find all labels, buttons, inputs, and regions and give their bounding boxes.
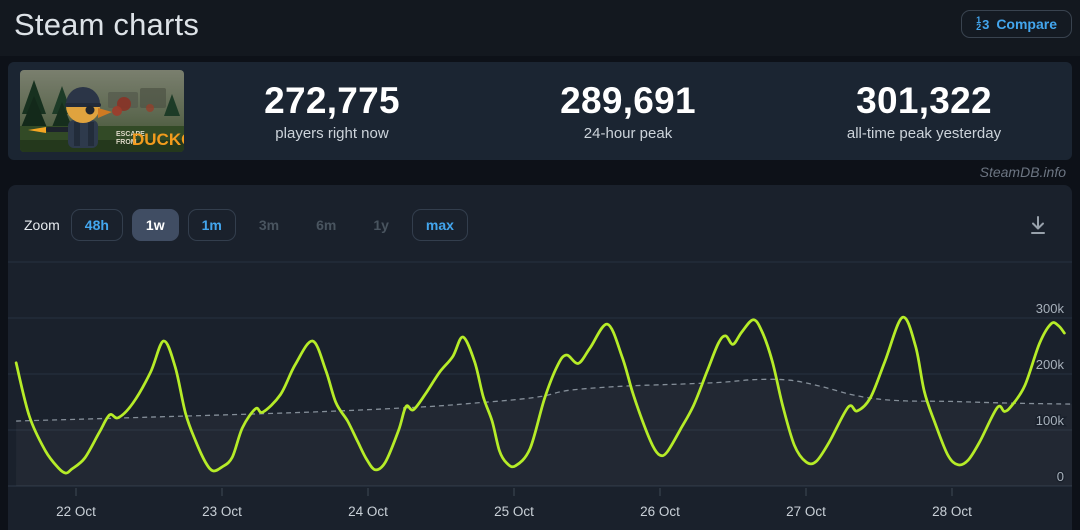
x-axis-label: 26 Oct	[640, 504, 680, 519]
x-axis-label: 28 Oct	[932, 504, 972, 519]
download-icon	[1031, 216, 1045, 234]
stats-panel: ESCAPE FROM DUCKOV 272,775 players right …	[8, 62, 1072, 160]
zoom-toolbar: Zoom 48h 1w 1m 3m 6m 1y max	[24, 209, 468, 241]
game-capsule-image[interactable]: ESCAPE FROM DUCKOV	[20, 70, 184, 152]
stat-label: 24-hour peak	[583, 125, 673, 142]
zoom-button-1w[interactable]: 1w	[131, 209, 179, 241]
x-axis-label: 22 Oct	[56, 504, 96, 519]
zoom-button-3m: 3m	[245, 209, 293, 241]
zoom-button-1y: 1y	[359, 209, 403, 241]
capsule-game-title: DUCKOV	[132, 130, 184, 149]
stat-block: 301,322 all-time peak yesterday	[776, 80, 1072, 142]
stat-label: all-time peak yesterday	[846, 125, 1002, 142]
x-axis-label: 27 Oct	[786, 504, 826, 519]
stat-value: 272,775	[264, 80, 400, 121]
chart-panel: Zoom 48h 1w 1m 3m 6m 1y max 22 Oct 23 Oct 24 Oct…	[8, 185, 1072, 530]
compare-button[interactable]: 1 2 3 Compare	[961, 10, 1072, 38]
download-chart-button[interactable]	[1026, 213, 1050, 237]
stats-columns: 272,775 players right now 289,691 24-hour p…	[184, 80, 1072, 142]
average-fill	[16, 379, 1072, 486]
capsule-prefix-bottom: FROM	[116, 139, 137, 146]
capsule-prefix-top: ESCAPE	[116, 131, 145, 138]
players-line	[14, 316, 1066, 475]
x-axis-label: 23 Oct	[202, 504, 242, 519]
page-header: Steam charts 1 2 3 Compare	[0, 0, 1080, 56]
y-axis-label: 200k	[1036, 357, 1065, 372]
zoom-label: Zoom	[24, 217, 60, 233]
page-title: Steam charts	[14, 7, 200, 42]
compare-numbers-icon: 1 2 3	[976, 15, 990, 32]
players-chart[interactable]: 22 Oct 23 Oct 24 Oct 25 Oct 26 Oct 27 Oct 28 O…	[8, 185, 1072, 530]
stat-block: 289,691 24-hour peak	[480, 80, 776, 142]
y-axis-label: 0	[1057, 469, 1064, 484]
average-line	[16, 378, 1072, 422]
steamdb-watermark: SteamDB.info	[979, 164, 1066, 180]
stat-label: players right now	[275, 125, 389, 142]
zoom-button-48h[interactable]: 48h	[70, 209, 123, 241]
zoom-button-1m[interactable]: 1m	[187, 209, 236, 241]
y-axis-label: 100k	[1036, 413, 1065, 428]
stat-block: 272,775 players right now	[184, 80, 480, 142]
zoom-button-max[interactable]: max	[411, 209, 468, 241]
x-axis-label: 25 Oct	[494, 504, 534, 519]
compare-button-label: Compare	[996, 16, 1057, 32]
stat-value: 289,691	[560, 80, 696, 121]
x-axis-label: 24 Oct	[348, 504, 388, 519]
zoom-buttons: 48h 1w 1m 3m 6m 1y max	[70, 209, 468, 241]
zoom-button-6m: 6m	[302, 209, 350, 241]
y-axis-label: 300k	[1036, 301, 1065, 316]
stat-value: 301,322	[856, 80, 992, 121]
